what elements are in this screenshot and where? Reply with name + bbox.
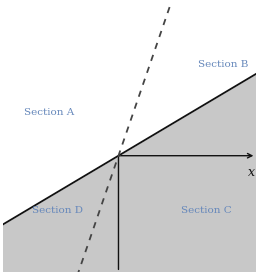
Text: x: x [248,166,255,179]
Text: y: y [124,5,131,18]
Text: Section D: Section D [32,206,83,215]
Polygon shape [3,3,256,224]
Polygon shape [118,0,256,156]
Text: Section A: Section A [25,108,75,117]
Polygon shape [3,3,256,224]
Text: Section C: Section C [181,206,232,215]
Text: Section B: Section B [198,60,248,69]
Polygon shape [3,3,256,272]
